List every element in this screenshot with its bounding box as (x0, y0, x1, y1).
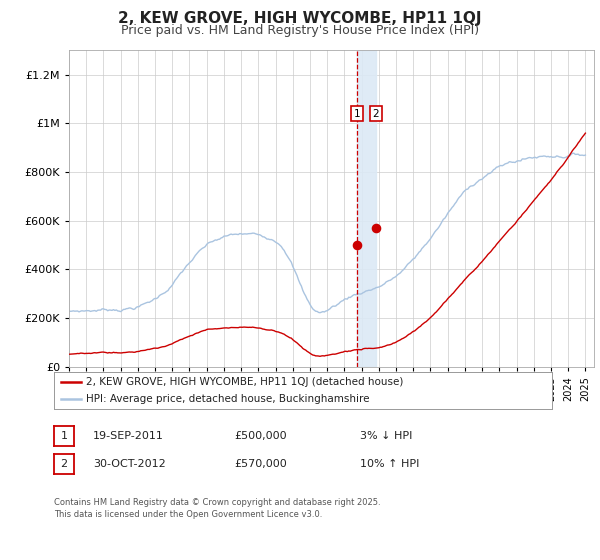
Text: 2, KEW GROVE, HIGH WYCOMBE, HP11 1QJ (detached house): 2, KEW GROVE, HIGH WYCOMBE, HP11 1QJ (de… (86, 377, 404, 387)
Text: 3% ↓ HPI: 3% ↓ HPI (360, 431, 412, 441)
Text: £570,000: £570,000 (234, 459, 287, 469)
Text: 30-OCT-2012: 30-OCT-2012 (93, 459, 166, 469)
Text: 2, KEW GROVE, HIGH WYCOMBE, HP11 1QJ: 2, KEW GROVE, HIGH WYCOMBE, HP11 1QJ (118, 11, 482, 26)
Text: 1: 1 (353, 109, 360, 119)
Point (371, 223, 381, 232)
Text: £500,000: £500,000 (234, 431, 287, 441)
Text: 10% ↑ HPI: 10% ↑ HPI (360, 459, 419, 469)
Text: 1: 1 (61, 431, 67, 441)
Text: 2: 2 (61, 459, 67, 469)
Text: 2: 2 (373, 109, 379, 119)
Point (352, 241, 362, 250)
Text: Contains HM Land Registry data © Crown copyright and database right 2025.
This d: Contains HM Land Registry data © Crown c… (54, 498, 380, 519)
Text: 19-SEP-2011: 19-SEP-2011 (93, 431, 164, 441)
Text: HPI: Average price, detached house, Buckinghamshire: HPI: Average price, detached house, Buck… (86, 394, 370, 404)
Text: Price paid vs. HM Land Registry's House Price Index (HPI): Price paid vs. HM Land Registry's House … (121, 24, 479, 36)
Bar (357, 50, 376, 367)
